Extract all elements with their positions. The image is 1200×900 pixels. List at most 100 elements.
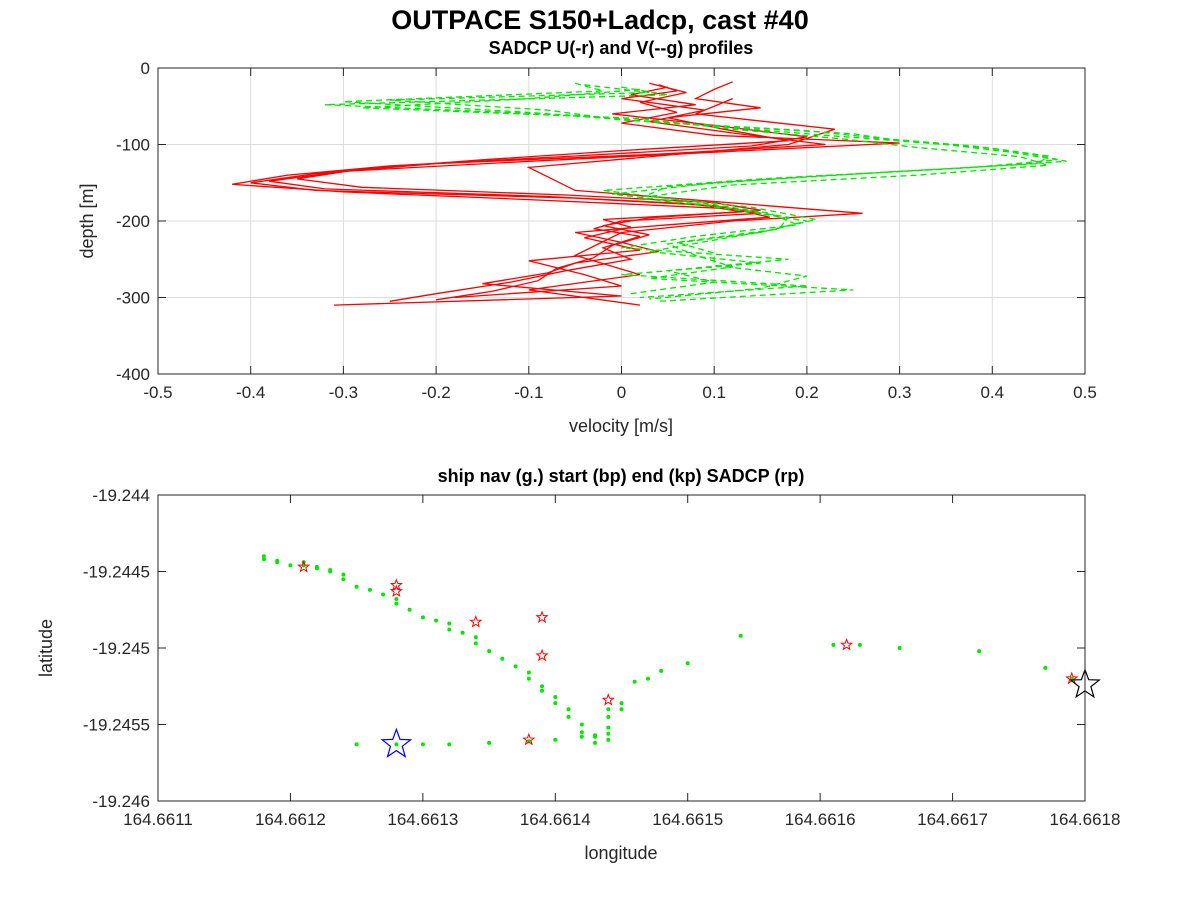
ship-nav-point xyxy=(420,742,425,747)
profiles-ylabel: depth [m] xyxy=(77,183,97,258)
ship-nav-point xyxy=(341,577,346,582)
ship-nav-point xyxy=(341,572,346,577)
profiles-xtick-label: -0.2 xyxy=(421,383,450,402)
ship-nav-point xyxy=(460,630,465,635)
ship-nav-point xyxy=(566,707,571,712)
profiles-ticks: -0.5 -0.4 -0.3 -0.2 -0.1 0 0.1 0.2 0.3 0.4 0.5 -400… xyxy=(116,59,1097,402)
ship-nav-point xyxy=(526,670,531,675)
nav-chart: ship nav (g.) start (bp) end (kp) SADCP … xyxy=(36,466,1120,863)
ship-nav-point xyxy=(553,701,558,706)
u-velocity-profile-line xyxy=(269,82,900,299)
ship-nav-point xyxy=(593,740,597,745)
sadcp-point xyxy=(601,693,615,706)
sadcp-point xyxy=(469,615,483,628)
start-marker xyxy=(380,727,413,758)
profiles-xtick-label: -0.4 xyxy=(236,383,265,402)
profiles-ytick-label: -200 xyxy=(116,212,150,231)
ship-nav-point xyxy=(473,635,478,640)
profiles-xtick-label: 0.3 xyxy=(888,383,912,402)
ship-nav-point xyxy=(487,649,492,654)
profiles-xtick-label: 0.5 xyxy=(1073,383,1097,402)
nav-chart-title: ship nav (g.) start (bp) end (kp) SADCP … xyxy=(438,466,805,486)
ship-nav-point xyxy=(632,679,637,684)
nav-xtick-label: 164.6614 xyxy=(520,810,591,829)
ship-nav-point xyxy=(646,676,650,681)
ship-nav-point xyxy=(354,742,359,747)
ship-nav-point xyxy=(420,615,425,620)
ship-nav-point xyxy=(434,618,439,623)
ship-nav-point xyxy=(857,642,862,647)
profiles-xtick-label: 0.4 xyxy=(980,383,1004,402)
ship-nav-point xyxy=(540,684,544,689)
v-velocity-profile-line xyxy=(389,84,1067,295)
nav-xtick-label: 164.6618 xyxy=(1050,810,1121,829)
nav-ytick-label: -19.246 xyxy=(92,792,150,811)
ship-nav-point xyxy=(606,707,611,712)
ship-nav-point xyxy=(314,566,319,571)
ship-nav-point xyxy=(288,563,293,568)
profiles-series xyxy=(232,81,1067,306)
ship-nav-point xyxy=(500,656,505,661)
ship-nav-point xyxy=(275,560,280,565)
ship-nav-point xyxy=(394,742,399,747)
ship-nav-point xyxy=(977,649,982,654)
ship-nav-point xyxy=(447,621,452,626)
ship-nav-point xyxy=(261,557,266,562)
ship-nav-point xyxy=(381,592,386,597)
ship-nav-point xyxy=(407,607,412,612)
nav-ytick-label: -19.245 xyxy=(92,639,150,658)
ship-nav-point xyxy=(659,668,664,673)
ship-nav-point xyxy=(579,734,584,739)
profiles-xtick-label: 0 xyxy=(617,383,626,402)
ship-nav-point xyxy=(619,701,624,706)
ship-nav-point xyxy=(897,646,902,650)
nav-xtick-label: 164.6611 xyxy=(123,810,193,829)
ship-nav-point xyxy=(738,633,743,638)
profiles-ytick-label: 0 xyxy=(141,59,150,78)
nav-xlabel: longitude xyxy=(584,843,657,863)
profiles-chart: SADCP U(-r) and V(--g) profiles -0.5 -0.4… xyxy=(77,38,1097,436)
profiles-chart-title: SADCP U(-r) and V(--g) profiles xyxy=(489,38,754,58)
nav-xtick-label: 164.6617 xyxy=(917,810,988,829)
profiles-xtick-label: 0.1 xyxy=(702,383,726,402)
nav-xtick-label: 164.6615 xyxy=(652,810,723,829)
ship-nav-point xyxy=(354,584,359,589)
ship-nav-point xyxy=(619,707,624,712)
profiles-xlabel: velocity [m/s] xyxy=(569,416,673,436)
ship-nav-point xyxy=(831,642,836,647)
profiles-ytick-label: -400 xyxy=(116,365,150,384)
profiles-xtick-label: -0.5 xyxy=(143,383,172,402)
ship-nav-point xyxy=(447,742,452,747)
ship-nav-point xyxy=(1043,665,1048,670)
profiles-xtick-label: 0.2 xyxy=(795,383,819,402)
sadcp-point xyxy=(840,638,854,651)
nav-xtick-label: 164.6616 xyxy=(785,810,856,829)
ship-nav-point xyxy=(606,731,611,736)
ship-nav-point xyxy=(606,725,611,730)
ship-nav-point xyxy=(606,737,611,742)
nav-ytick-label: -19.244 xyxy=(92,486,150,505)
ship-nav-point xyxy=(606,714,611,719)
ship-nav-point xyxy=(566,714,571,719)
ship-nav-point xyxy=(447,627,452,632)
ship-nav-point xyxy=(553,737,558,742)
profiles-ytick-label: -100 xyxy=(116,136,150,155)
nav-ylabel: latitude xyxy=(36,619,56,677)
ship-nav-point xyxy=(526,676,531,681)
ship-nav-point xyxy=(685,661,690,666)
profiles-xtick-label: -0.3 xyxy=(329,383,358,402)
ship-nav-point xyxy=(394,601,399,606)
ship-nav-point xyxy=(579,722,584,727)
ship-nav-point xyxy=(328,569,333,574)
profiles-xtick-label: -0.1 xyxy=(514,383,543,402)
figure-title: OUTPACE S150+Ladcp, cast #40 xyxy=(391,5,808,35)
u-velocity-profile-line xyxy=(526,97,863,306)
ship-nav-point xyxy=(593,733,597,738)
ship-nav-point xyxy=(579,730,584,735)
ship-nav-point xyxy=(473,641,478,646)
sadcp-point xyxy=(389,584,403,598)
sadcp-point xyxy=(389,578,403,591)
ship-nav-point xyxy=(540,688,544,693)
sadcp-point xyxy=(522,732,536,746)
